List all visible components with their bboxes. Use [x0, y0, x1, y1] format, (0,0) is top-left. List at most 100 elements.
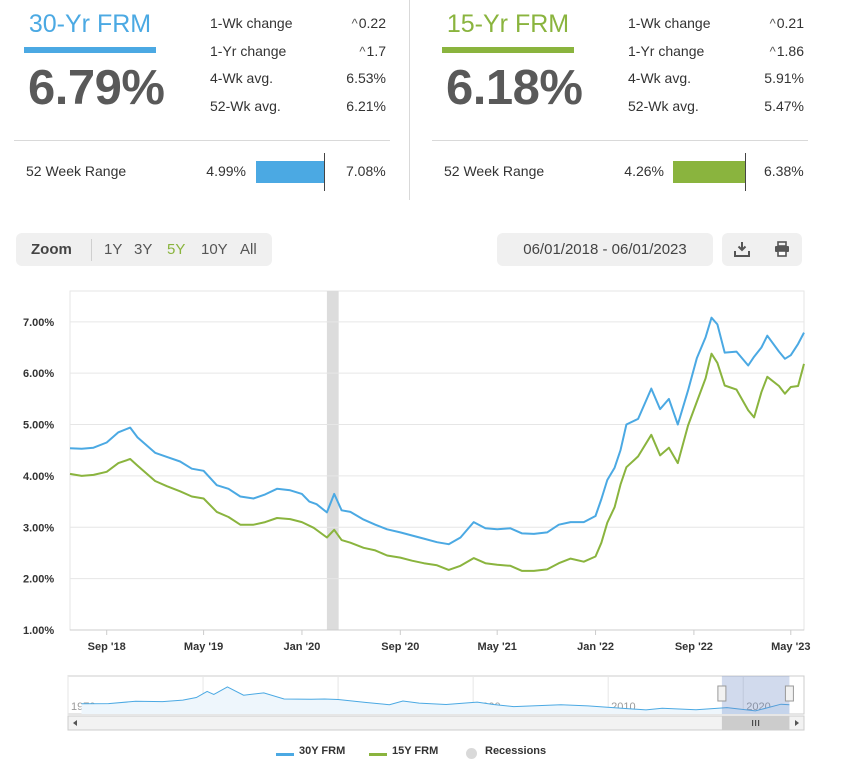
legend-item-15y[interactable]: 15Y FRM — [392, 745, 439, 757]
rate-stats: 1-Wk change ^0.21 1-Yr change ^1.86 4-Wk… — [628, 12, 804, 122]
y-tick-label: 2.00% — [23, 574, 54, 586]
stat-label: 52-Wk avg. — [628, 97, 699, 114]
product-title: 15-Yr FRM — [446, 10, 570, 38]
y-tick-label: 4.00% — [23, 471, 54, 483]
product-underline — [24, 47, 156, 53]
date-range-display[interactable]: 06/01/2018 - 06/01/2023 — [497, 233, 713, 266]
range-high: 7.08% — [346, 163, 386, 179]
stat-value: ^1.7 — [359, 42, 386, 59]
stat-row: 1-Wk change ^0.22 — [210, 12, 386, 40]
x-tick-label: May '21 — [478, 641, 517, 653]
stat-row: 4-Wk avg. 5.91% — [628, 67, 804, 95]
plot-background — [69, 290, 805, 631]
stat-value: ^0.22 — [351, 15, 386, 31]
stat-label: 1-Yr change — [210, 42, 287, 59]
y-tick-label: 5.00% — [23, 420, 54, 432]
range-high: 6.38% — [764, 163, 804, 179]
x-tick-label: Jan '20 — [284, 641, 321, 653]
legend-swatch-15y — [369, 753, 387, 756]
range-bar — [673, 153, 753, 191]
legend-swatch-recessions — [466, 748, 477, 759]
stat-value: 6.53% — [346, 70, 386, 86]
zoom-label: Zoom — [31, 241, 72, 258]
range-low: 4.99% — [206, 163, 246, 179]
range-current-marker — [745, 153, 746, 191]
series-30y-line — [69, 316, 805, 546]
scroll-left-arrow-icon[interactable] — [73, 720, 77, 726]
current-rate: 6.79% — [28, 61, 165, 115]
stat-row: 52-Wk avg. 6.21% — [210, 95, 386, 123]
x-tick-label: Sep '20 — [381, 641, 419, 653]
download-icon — [734, 242, 750, 257]
stat-value: 6.21% — [346, 97, 386, 114]
y-tick-label: 1.00% — [23, 625, 54, 637]
download-button[interactable] — [722, 233, 762, 266]
panel-divider — [14, 140, 390, 141]
up-caret-icon: ^ — [769, 43, 776, 59]
zoom-3y-button[interactable]: 3Y — [134, 241, 153, 258]
range-bar — [256, 153, 336, 191]
current-rate: 6.18% — [446, 61, 583, 115]
range-fill — [256, 161, 324, 183]
stat-label: 1-Wk change — [628, 15, 711, 31]
stat-row: 1-Yr change ^1.7 — [210, 40, 386, 68]
stat-value: ^1.86 — [769, 42, 804, 59]
navigator-right-handle[interactable] — [784, 685, 794, 702]
stat-row: 52-Wk avg. 5.47% — [628, 95, 804, 123]
rate-history-chart[interactable]: 1.00% 2.00% 3.00% 4.00% 5.00% 6.00% 7.00% Sep '… — [0, 280, 843, 740]
range-low: 4.26% — [624, 163, 664, 179]
stat-row: 4-Wk avg. 6.53% — [210, 67, 386, 95]
stat-label: 4-Wk avg. — [210, 70, 274, 86]
up-caret-icon: ^ — [769, 16, 776, 31]
stat-label: 4-Wk avg. — [628, 70, 692, 86]
stat-row: 1-Yr change ^1.86 — [628, 40, 804, 68]
x-tick-label: Sep '22 — [675, 641, 713, 653]
up-caret-icon: ^ — [351, 16, 358, 31]
stat-value: ^0.21 — [769, 15, 804, 31]
y-tick-label: 3.00% — [23, 522, 54, 534]
zoom-10y-button[interactable]: 10Y — [201, 241, 228, 258]
navigator-series — [81, 686, 790, 712]
product-underline — [442, 47, 574, 53]
range-fill — [673, 161, 745, 183]
y-tick-label: 6.00% — [23, 368, 54, 380]
legend-item-recessions[interactable]: Recessions — [485, 745, 547, 757]
rate-stats: 1-Wk change ^0.22 1-Yr change ^1.7 4-Wk … — [210, 12, 386, 122]
panel-divider — [432, 140, 808, 141]
range-label: 52 Week Range — [26, 163, 127, 179]
rate-panel-30yr: 30-Yr FRM 6.79% 1-Wk change ^0.22 1-Yr c… — [14, 0, 390, 200]
stat-label: 52-Wk avg. — [210, 97, 281, 114]
range-label: 52 Week Range — [444, 163, 545, 179]
zoom-divider — [91, 239, 92, 261]
x-tick-label: May '19 — [184, 641, 223, 653]
navigator-window — [721, 676, 790, 714]
series-15y-line — [69, 352, 805, 572]
navigator-left-handle[interactable] — [717, 685, 727, 702]
scrollbar-track — [67, 715, 805, 731]
navigator[interactable]: 197019801990200020102020 — [67, 675, 805, 731]
stat-row: 1-Wk change ^0.21 — [628, 12, 804, 40]
zoom-1y-button[interactable]: 1Y — [104, 241, 123, 258]
range-current-marker — [324, 153, 325, 191]
product-title: 30-Yr FRM — [28, 10, 152, 38]
stat-label: 1-Yr change — [628, 42, 705, 59]
panel-separator — [409, 0, 410, 200]
print-button[interactable] — [762, 233, 802, 266]
y-tick-label: 7.00% — [23, 317, 54, 329]
x-tick-label: Sep '18 — [88, 641, 126, 653]
zoom-toolbar: Zoom 1Y 3Y 5Y 10Y All — [16, 233, 272, 266]
rate-panel-15yr: 15-Yr FRM 6.18% 1-Wk change ^0.21 1-Yr c… — [432, 0, 808, 200]
zoom-all-button[interactable]: All — [240, 241, 257, 258]
stat-value: 5.91% — [764, 70, 804, 86]
plot-area: 1.00% 2.00% 3.00% 4.00% 5.00% 6.00% 7.00% Sep '… — [23, 290, 810, 653]
stat-value: 5.47% — [764, 97, 804, 114]
legend-swatch-30y — [276, 753, 294, 756]
printer-icon — [775, 241, 789, 257]
scroll-right-arrow-icon[interactable] — [795, 720, 799, 726]
stat-label: 1-Wk change — [210, 15, 293, 31]
up-caret-icon: ^ — [359, 43, 366, 59]
legend-item-30y[interactable]: 30Y FRM — [299, 745, 346, 757]
recession-band — [326, 291, 339, 630]
x-tick-label: May '23 — [771, 641, 810, 653]
zoom-5y-button[interactable]: 5Y — [167, 241, 186, 258]
